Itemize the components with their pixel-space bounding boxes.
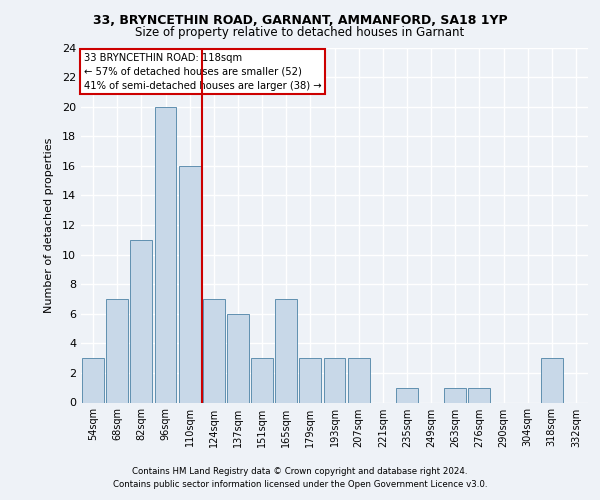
Bar [155,106,176,403]
Bar [275,299,297,403]
Text: Contains public sector information licensed under the Open Government Licence v3: Contains public sector information licen… [113,480,487,489]
Bar [323,358,346,403]
Bar [82,358,104,403]
Text: 33 BRYNCETHIN ROAD: 118sqm
← 57% of detached houses are smaller (52)
41% of semi: 33 BRYNCETHIN ROAD: 118sqm ← 57% of deta… [83,53,321,91]
Bar [469,388,490,402]
Bar [396,388,418,402]
Bar [179,166,200,402]
Bar [299,358,321,403]
Bar [203,299,224,403]
Bar [348,358,370,403]
Text: Contains HM Land Registry data © Crown copyright and database right 2024.: Contains HM Land Registry data © Crown c… [132,467,468,476]
Text: 33, BRYNCETHIN ROAD, GARNANT, AMMANFORD, SA18 1YP: 33, BRYNCETHIN ROAD, GARNANT, AMMANFORD,… [92,14,508,27]
Bar [251,358,273,403]
Y-axis label: Number of detached properties: Number of detached properties [44,138,53,312]
Bar [445,388,466,402]
Bar [106,299,128,403]
Bar [541,358,563,403]
Bar [130,240,152,402]
Bar [227,314,249,402]
Text: Size of property relative to detached houses in Garnant: Size of property relative to detached ho… [136,26,464,39]
